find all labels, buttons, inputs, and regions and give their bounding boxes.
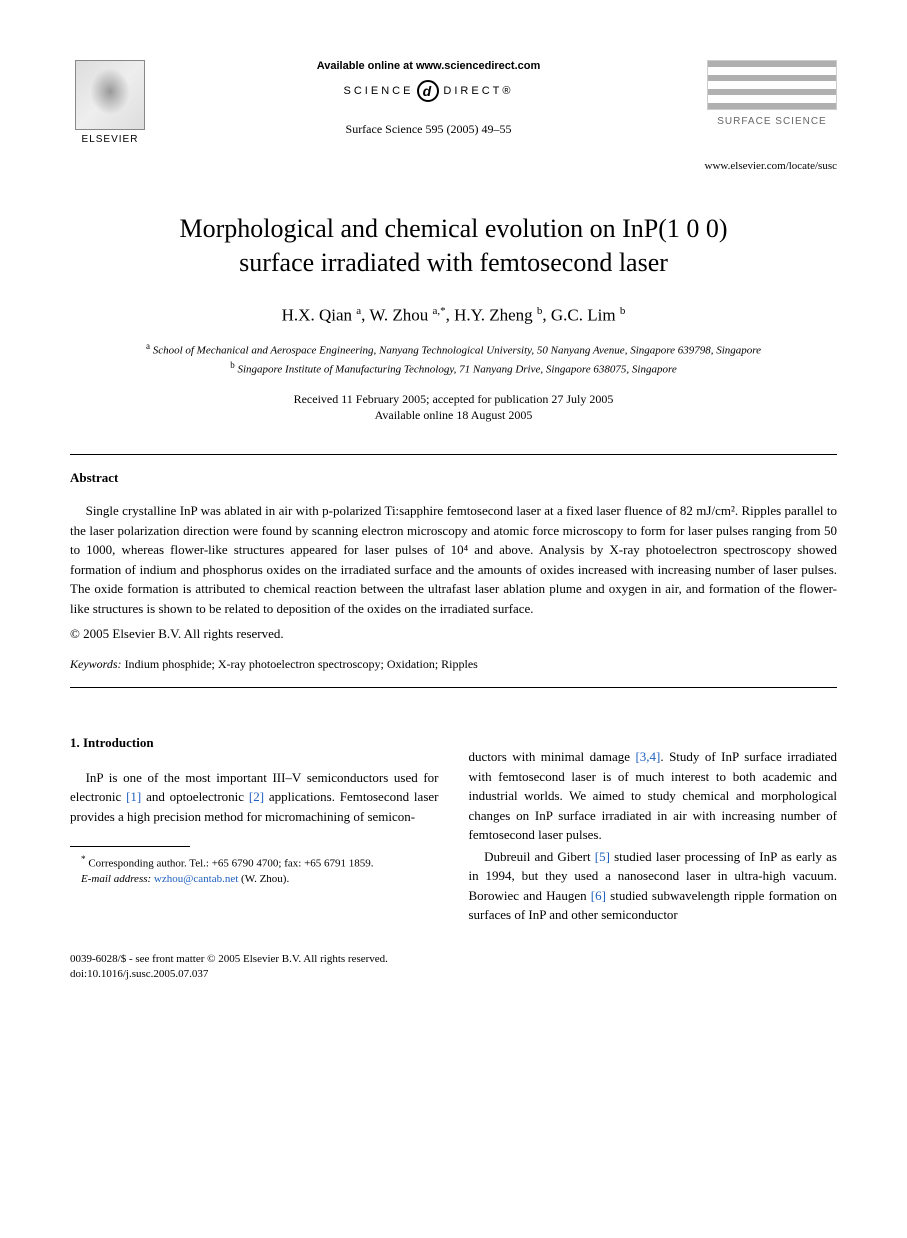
column-right: ductors with minimal damage [3,4]. Study… — [469, 703, 838, 927]
author-4: G.C. Lim — [551, 305, 616, 324]
affiliations: a School of Mechanical and Aerospace Eng… — [70, 340, 837, 378]
badge-stripes-icon — [707, 60, 837, 110]
science-direct-logo: SCIENCE d DIRECT® — [170, 80, 687, 102]
sd-symbol-icon: d — [417, 80, 439, 102]
body-columns: 1. Introduction InP is one of the most i… — [70, 703, 837, 927]
col-right-spacer — [469, 703, 838, 747]
publisher-logo: ELSEVIER — [70, 60, 150, 150]
journal-url[interactable]: www.elsevier.com/locate/susc — [70, 160, 837, 172]
title-line-1: Morphological and chemical evolution on … — [179, 214, 727, 243]
badge-label: SURFACE SCIENCE — [707, 116, 837, 127]
author-1: H.X. Qian — [282, 305, 352, 324]
author-3: H.Y. Zheng — [454, 305, 533, 324]
publisher-name: ELSEVIER — [82, 134, 139, 145]
corr-text: Corresponding author. Tel.: +65 6790 470… — [88, 858, 373, 870]
intro-para-2-right: Dubreuil and Gibert [5] studied laser pr… — [469, 847, 838, 925]
ref-link-2[interactable]: [2] — [249, 789, 264, 804]
article-title: Morphological and chemical evolution on … — [70, 212, 837, 280]
keywords: Keywords: Indium phosphide; X-ray photoe… — [70, 657, 837, 672]
keywords-text: Indium phosphide; X-ray photoelectron sp… — [122, 657, 478, 671]
journal-badge: SURFACE SCIENCE — [707, 60, 837, 127]
ref-link-5[interactable]: [5] — [595, 849, 610, 864]
ref-link-6[interactable]: [6] — [591, 888, 606, 903]
affil-a-text: School of Mechanical and Aerospace Engin… — [153, 345, 761, 357]
affil-a-sup: a — [146, 341, 150, 351]
email-label: E-mail address: — [81, 873, 151, 885]
publication-dates: Received 11 February 2005; accepted for … — [70, 391, 837, 425]
author-2-sup: a,* — [432, 305, 445, 317]
abstract-copyright: © 2005 Elsevier B.V. All rights reserved… — [70, 626, 837, 642]
page-footer: 0039-6028/$ - see front matter © 2005 El… — [70, 952, 837, 983]
journal-reference: Surface Science 595 (2005) 49–55 — [170, 122, 687, 137]
affil-b-sup: b — [230, 360, 235, 370]
header-row: ELSEVIER Available online at www.science… — [70, 60, 837, 150]
sd-right: DIRECT® — [443, 85, 513, 97]
sd-left: SCIENCE — [344, 85, 414, 97]
email-who: (W. Zhou). — [238, 873, 289, 885]
intro-text-1b: and optoelectronic — [141, 789, 249, 804]
author-2: W. Zhou — [369, 305, 428, 324]
abstract-heading: Abstract — [70, 470, 837, 486]
affil-b-text: Singapore Institute of Manufacturing Tec… — [237, 364, 676, 376]
dates-line-1: Received 11 February 2005; accepted for … — [294, 392, 614, 406]
dates-line-2: Available online 18 August 2005 — [375, 408, 533, 422]
author-4-sup: b — [620, 305, 626, 317]
intro-para-1-left: InP is one of the most important III–V s… — [70, 768, 439, 827]
intro-heading: 1. Introduction — [70, 733, 439, 753]
abstract-body: Single crystalline InP was ablated in ai… — [70, 501, 837, 618]
rule-top — [70, 454, 837, 455]
rule-bottom — [70, 687, 837, 688]
author-1-sup: a — [356, 305, 361, 317]
footer-line-1: 0039-6028/$ - see front matter © 2005 El… — [70, 952, 837, 967]
email-link[interactable]: wzhou@cantab.net — [154, 873, 238, 885]
author-list: H.X. Qian a, W. Zhou a,*, H.Y. Zheng b, … — [70, 305, 837, 326]
intro-para-1-right: ductors with minimal damage [3,4]. Study… — [469, 747, 838, 845]
footer-line-2: doi:10.1016/j.susc.2005.07.037 — [70, 967, 837, 982]
corr-star-icon: * — [81, 854, 86, 864]
intro-text-2a: ductors with minimal damage — [469, 749, 636, 764]
intro-text-3a: Dubreuil and Gibert — [484, 849, 595, 864]
ref-link-1[interactable]: [1] — [126, 789, 141, 804]
title-line-2: surface irradiated with femtosecond lase… — [239, 248, 668, 277]
available-online-text: Available online at www.sciencedirect.co… — [170, 60, 687, 72]
center-header: Available online at www.sciencedirect.co… — [150, 60, 707, 137]
author-3-sup: b — [537, 305, 543, 317]
ref-link-34[interactable]: [3,4] — [635, 749, 660, 764]
email-footnote: E-mail address: wzhou@cantab.net (W. Zho… — [70, 872, 439, 887]
column-left: 1. Introduction InP is one of the most i… — [70, 703, 439, 927]
keywords-label: Keywords: — [70, 657, 122, 671]
elsevier-tree-icon — [75, 60, 145, 130]
corresponding-footnote: * Corresponding author. Tel.: +65 6790 4… — [70, 853, 439, 872]
footnote-separator — [70, 846, 190, 847]
